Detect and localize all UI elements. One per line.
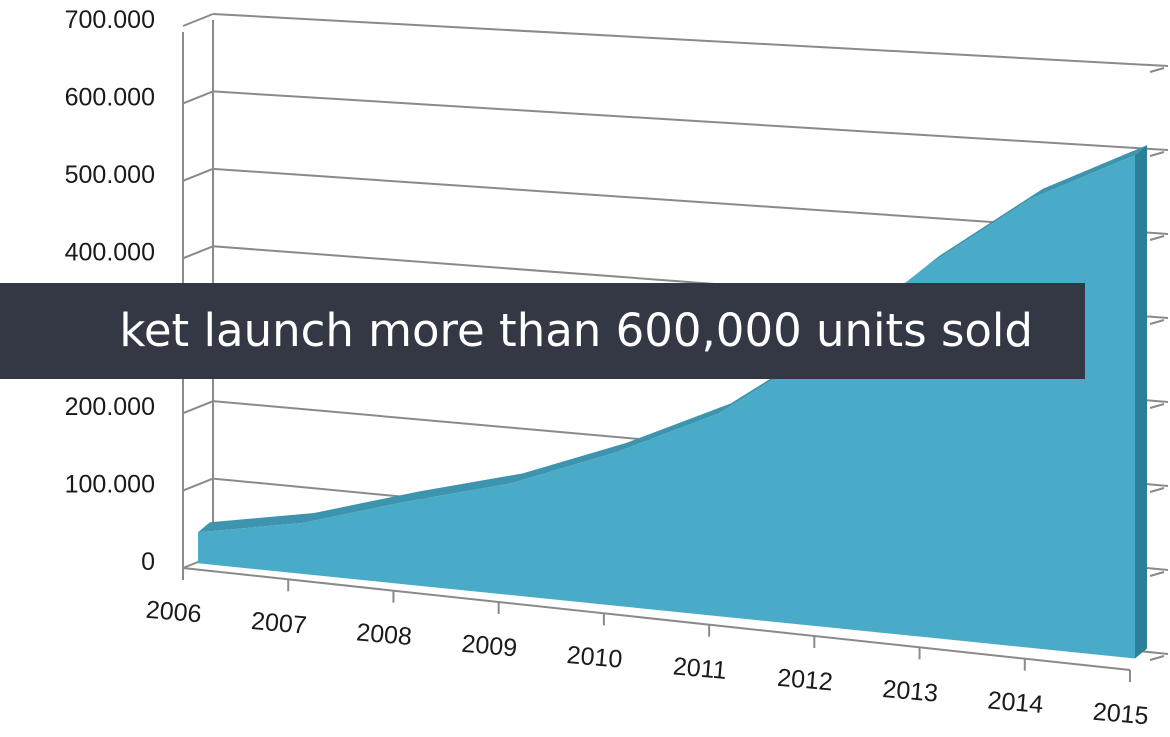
gridline	[212, 13, 1169, 67]
x-tick-label: 2012	[776, 664, 834, 697]
x-axis-tick-labels: 2006 2007 2008 2009 2010 2011 2012 2013 2014 2015	[145, 596, 1150, 731]
area-series	[197, 145, 1147, 659]
y-tick-label: 200.000	[65, 393, 155, 421]
x-tick-label: 2009	[460, 630, 518, 663]
gridline	[212, 90, 1169, 151]
x-tick-label: 2011	[672, 652, 728, 685]
x-tick-label: 2014	[987, 686, 1045, 719]
area-front-face	[198, 155, 1135, 659]
gridline-depth-tick	[182, 400, 214, 415]
gridline-depth-tick	[182, 477, 214, 492]
right-tick	[1149, 655, 1165, 661]
right-tick	[1149, 151, 1165, 157]
gridline-depth-tick	[182, 167, 214, 182]
x-tick-label: 2013	[881, 675, 939, 708]
x-tick-label: 2010	[566, 641, 624, 674]
y-tick-label: 100.000	[65, 471, 155, 499]
x-tick-label: 2007	[250, 607, 308, 640]
caption-text: ket launch more than 600,000 units sold	[119, 304, 1033, 357]
right-tick	[1149, 487, 1165, 493]
y-tick-label: 500.000	[65, 161, 155, 189]
y-tick-label: 400.000	[65, 238, 155, 266]
y-tick-label: 0	[141, 548, 155, 576]
right-tick	[1149, 235, 1165, 241]
x-tick-label: 2015	[1092, 698, 1150, 731]
y-tick-label: 700.000	[65, 6, 155, 34]
x-tick-label: 2008	[355, 618, 413, 651]
gridline-depth-tick	[182, 90, 214, 105]
caption-banner: ket launch more than 600,000 units sold	[0, 283, 1085, 379]
gridline-depth-tick	[182, 245, 214, 260]
right-tick	[1149, 571, 1165, 577]
x-tick-label: 2006	[145, 596, 203, 629]
x-axis-line	[182, 567, 1131, 671]
right-tick	[1149, 67, 1165, 73]
y-tick-label: 600.000	[65, 83, 155, 111]
area-side-face	[1135, 145, 1147, 659]
right-tick	[1149, 403, 1165, 409]
gridline-depth-tick	[182, 13, 214, 27]
right-tick	[1149, 319, 1165, 325]
